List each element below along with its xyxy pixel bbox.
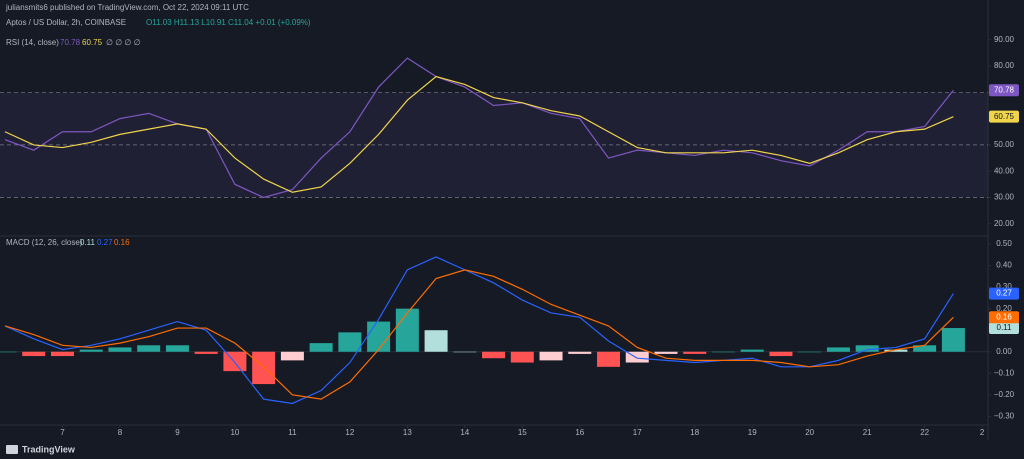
x-tick-label: 12: [345, 428, 354, 437]
histogram-bar: [711, 351, 735, 353]
x-tick-label: 7: [60, 428, 65, 437]
legend-value: 70.78: [60, 38, 81, 47]
histogram-bar: [769, 351, 793, 357]
series-line: [4, 256, 954, 405]
x-tick-label: 19: [748, 428, 757, 437]
x-tick-label: 20: [805, 428, 814, 437]
histogram-bar: [482, 351, 506, 359]
y-tick-label: 20.00: [994, 219, 1015, 228]
histogram-bar: [597, 351, 621, 367]
brand[interactable]: TradingView: [22, 444, 76, 454]
x-tick-label: 9: [175, 428, 180, 437]
histogram-bar: [740, 349, 764, 352]
legend-value: 60.75: [82, 38, 103, 47]
histogram-bar: [280, 351, 304, 361]
x-tick-label: 14: [460, 428, 469, 437]
histogram-bar: [0, 351, 17, 353]
x-tick-label: 11: [288, 428, 297, 437]
x-tick-label: 16: [575, 428, 584, 437]
series-line: [4, 57, 954, 199]
histogram-bar: [137, 345, 161, 352]
y-tick-label: −0.20: [994, 390, 1015, 399]
histogram-bar: [683, 351, 707, 354]
y-tick-label: 0.00: [996, 347, 1012, 356]
histogram-bar: [510, 351, 534, 363]
legend-extra: ∅ ∅ ∅ ∅: [106, 38, 141, 47]
histogram-bar: [223, 351, 247, 372]
price-badge-label: 0.16: [996, 312, 1012, 321]
legend-value: 0.27: [97, 238, 113, 247]
y-tick-label: 90.00: [994, 35, 1015, 44]
price-badge: [989, 311, 1019, 324]
price-badge: [989, 287, 1019, 300]
price-badge-label: 0.27: [996, 289, 1012, 298]
histogram-bar: [855, 345, 879, 352]
histogram-bar: [108, 347, 132, 352]
histogram-bar: [395, 308, 419, 352]
histogram-bar: [654, 351, 678, 354]
legend-title: RSI (14, close): [6, 38, 59, 47]
histogram-bar: [625, 351, 649, 363]
x-tick-label: 22: [920, 428, 929, 437]
x-tick-label: 2: [980, 428, 985, 437]
histogram-bar: [252, 351, 276, 385]
histogram-bar: [913, 345, 937, 352]
histogram-bar: [309, 343, 333, 352]
histogram-bar: [884, 349, 908, 352]
price-badge: [989, 84, 1019, 97]
symbol: Aptos / US Dollar, 2h, COINBASE: [6, 18, 126, 27]
y-tick-label: −0.30: [994, 411, 1015, 420]
histogram-bar: [941, 328, 965, 352]
histogram-bar: [453, 351, 477, 353]
price-badge: [989, 110, 1019, 123]
y-tick-label: 0.30: [996, 282, 1012, 291]
series-line: [4, 269, 954, 400]
x-tick-label: 13: [403, 428, 412, 437]
histogram-bar: [165, 345, 189, 352]
y-tick-label: 0.20: [996, 304, 1012, 313]
histogram-bar: [539, 351, 563, 361]
legend-title: MACD (12, 26, close): [6, 238, 83, 247]
y-tick-label: 30.00: [994, 193, 1015, 202]
histogram-bar: [798, 351, 822, 353]
y-tick-label: −0.10: [994, 368, 1015, 377]
publisher: juliansmits6 published on TradingView.co…: [5, 3, 249, 12]
ohlc: O11.03 H11.13 L10.91 C11.04 +0.01 (+0.09…: [146, 18, 311, 27]
x-tick-label: 8: [118, 428, 123, 437]
histogram-bar: [424, 330, 448, 352]
y-tick-label: 40.00: [994, 166, 1015, 175]
histogram-bar: [50, 351, 74, 357]
brand-logo[interactable]: [6, 445, 18, 454]
histogram-bar: [568, 351, 592, 354]
y-tick-label: 0.50: [996, 239, 1012, 248]
histogram-bar: [367, 321, 391, 352]
price-badge-label: 70.78: [994, 85, 1015, 94]
histogram-bar: [79, 349, 103, 352]
x-tick-label: 17: [633, 428, 642, 437]
legend-value: 0.16: [114, 238, 130, 247]
legend-value: 0.11: [80, 238, 96, 247]
y-tick-label: 0.40: [996, 261, 1012, 270]
histogram-bar: [194, 351, 218, 354]
histogram-bar: [22, 351, 46, 357]
price-badge: [989, 322, 1019, 335]
x-tick-label: 21: [863, 428, 872, 437]
y-tick-label: 80.00: [994, 61, 1015, 70]
price-badge-label: 60.75: [994, 112, 1015, 121]
price-badge-label: 0.11: [997, 323, 1013, 332]
series-line: [4, 75, 954, 193]
x-tick-label: 15: [518, 428, 527, 437]
histogram-bar: [338, 332, 362, 352]
x-tick-label: 10: [230, 428, 239, 437]
histogram-bar: [826, 347, 850, 352]
x-tick-label: 18: [690, 428, 699, 437]
y-tick-label: 50.00: [994, 140, 1015, 149]
